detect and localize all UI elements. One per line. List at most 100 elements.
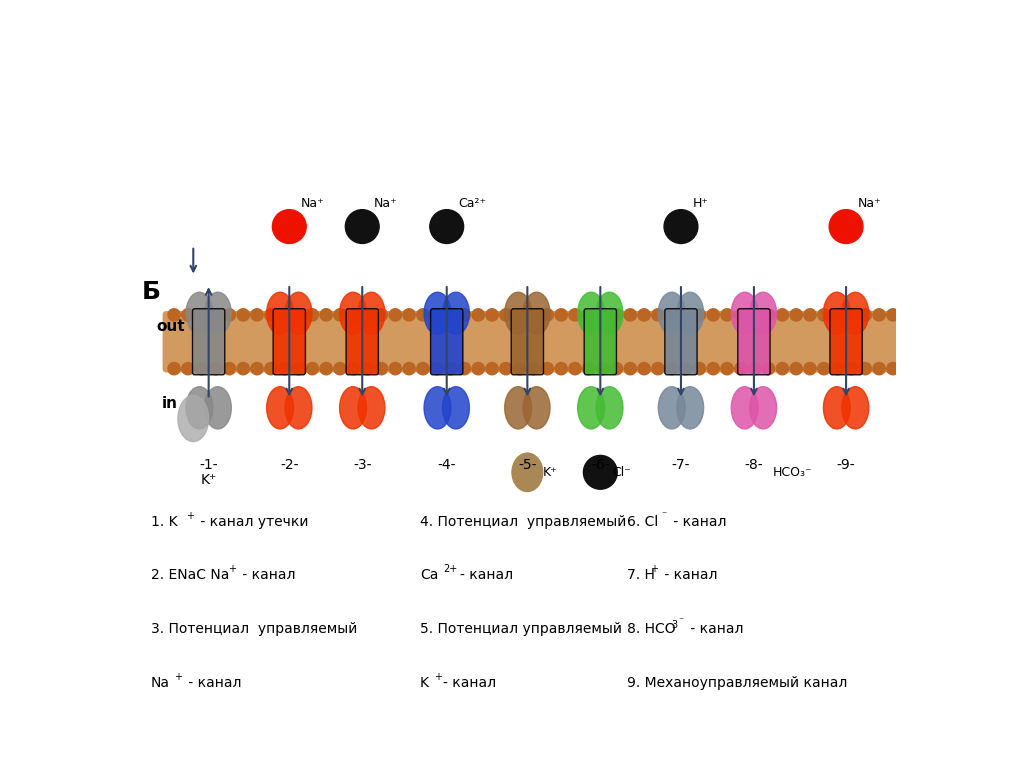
Ellipse shape	[358, 292, 385, 335]
Text: K: K	[420, 676, 429, 690]
Ellipse shape	[842, 292, 868, 335]
Text: K⁺: K⁺	[201, 473, 217, 487]
Text: 2+: 2+	[442, 564, 457, 574]
Circle shape	[804, 309, 816, 321]
Circle shape	[638, 362, 650, 375]
Text: +: +	[650, 564, 658, 574]
Text: Na⁺: Na⁺	[301, 197, 325, 210]
Circle shape	[776, 362, 788, 375]
Circle shape	[666, 309, 678, 321]
Text: 3: 3	[672, 620, 678, 630]
Circle shape	[872, 309, 885, 321]
Circle shape	[555, 362, 567, 375]
Ellipse shape	[658, 387, 685, 429]
Circle shape	[527, 309, 540, 321]
Text: -7-: -7-	[672, 458, 690, 472]
Circle shape	[272, 210, 306, 243]
Circle shape	[583, 362, 595, 375]
Ellipse shape	[578, 387, 604, 429]
Circle shape	[845, 309, 857, 321]
Ellipse shape	[677, 292, 703, 335]
Circle shape	[319, 362, 332, 375]
Ellipse shape	[823, 292, 850, 335]
Text: H⁺: H⁺	[692, 197, 709, 210]
Circle shape	[334, 362, 346, 375]
Text: 8. HCO: 8. HCO	[627, 622, 676, 636]
Circle shape	[500, 309, 512, 321]
Circle shape	[568, 362, 582, 375]
Circle shape	[541, 309, 553, 321]
Circle shape	[541, 362, 553, 375]
Circle shape	[829, 210, 863, 243]
Circle shape	[293, 309, 305, 321]
Circle shape	[734, 362, 746, 375]
Circle shape	[375, 309, 387, 321]
Circle shape	[264, 309, 276, 321]
Ellipse shape	[340, 387, 367, 429]
Text: HCO₃⁻: HCO₃⁻	[773, 466, 813, 478]
Text: Na: Na	[152, 676, 170, 690]
Circle shape	[776, 309, 788, 321]
Circle shape	[389, 309, 401, 321]
Text: Ca²⁺: Ca²⁺	[459, 197, 486, 210]
Circle shape	[749, 362, 761, 375]
Circle shape	[817, 309, 829, 321]
Ellipse shape	[750, 292, 776, 335]
Text: - канал: - канал	[686, 622, 743, 636]
Circle shape	[237, 362, 250, 375]
Text: 2. ENaC Na: 2. ENaC Na	[152, 568, 229, 582]
Text: 9. Механоуправляемый канал: 9. Механоуправляемый канал	[627, 676, 848, 690]
Circle shape	[568, 309, 582, 321]
Ellipse shape	[442, 292, 469, 335]
Ellipse shape	[424, 292, 451, 335]
Circle shape	[679, 309, 691, 321]
Ellipse shape	[731, 387, 758, 429]
Circle shape	[417, 309, 429, 321]
Circle shape	[444, 309, 457, 321]
Circle shape	[444, 362, 457, 375]
Text: Б: Б	[141, 280, 161, 304]
Circle shape	[500, 362, 512, 375]
Text: -3-: -3-	[353, 458, 372, 472]
Circle shape	[624, 362, 636, 375]
Circle shape	[831, 362, 844, 375]
Text: +: +	[174, 672, 182, 682]
Circle shape	[527, 362, 540, 375]
Circle shape	[319, 309, 332, 321]
Text: Na⁺: Na⁺	[374, 197, 397, 210]
Circle shape	[584, 455, 617, 489]
Circle shape	[417, 362, 429, 375]
Circle shape	[610, 309, 623, 321]
Ellipse shape	[178, 396, 209, 442]
Ellipse shape	[186, 292, 213, 335]
Ellipse shape	[596, 292, 623, 335]
Text: 3. Потенциал  управляемый: 3. Потенциал управляемый	[152, 622, 357, 636]
Ellipse shape	[358, 387, 385, 429]
FancyBboxPatch shape	[584, 309, 616, 375]
Text: -1-: -1-	[200, 458, 218, 472]
Circle shape	[596, 362, 608, 375]
Circle shape	[513, 309, 526, 321]
Circle shape	[887, 362, 899, 375]
Circle shape	[209, 362, 221, 375]
Circle shape	[665, 210, 698, 243]
Circle shape	[790, 362, 802, 375]
Text: +: +	[434, 672, 441, 682]
Text: ⁻: ⁻	[662, 511, 667, 521]
Circle shape	[762, 362, 774, 375]
Circle shape	[458, 309, 470, 321]
FancyBboxPatch shape	[163, 311, 900, 372]
Ellipse shape	[842, 387, 868, 429]
Circle shape	[721, 309, 733, 321]
Ellipse shape	[823, 387, 850, 429]
Text: ⁻: ⁻	[679, 617, 684, 627]
Circle shape	[638, 309, 650, 321]
Circle shape	[651, 362, 664, 375]
Circle shape	[707, 309, 719, 321]
Ellipse shape	[677, 387, 703, 429]
FancyBboxPatch shape	[273, 309, 305, 375]
Circle shape	[555, 309, 567, 321]
Text: 7. H: 7. H	[627, 568, 655, 582]
Ellipse shape	[266, 292, 294, 335]
Ellipse shape	[512, 453, 543, 492]
